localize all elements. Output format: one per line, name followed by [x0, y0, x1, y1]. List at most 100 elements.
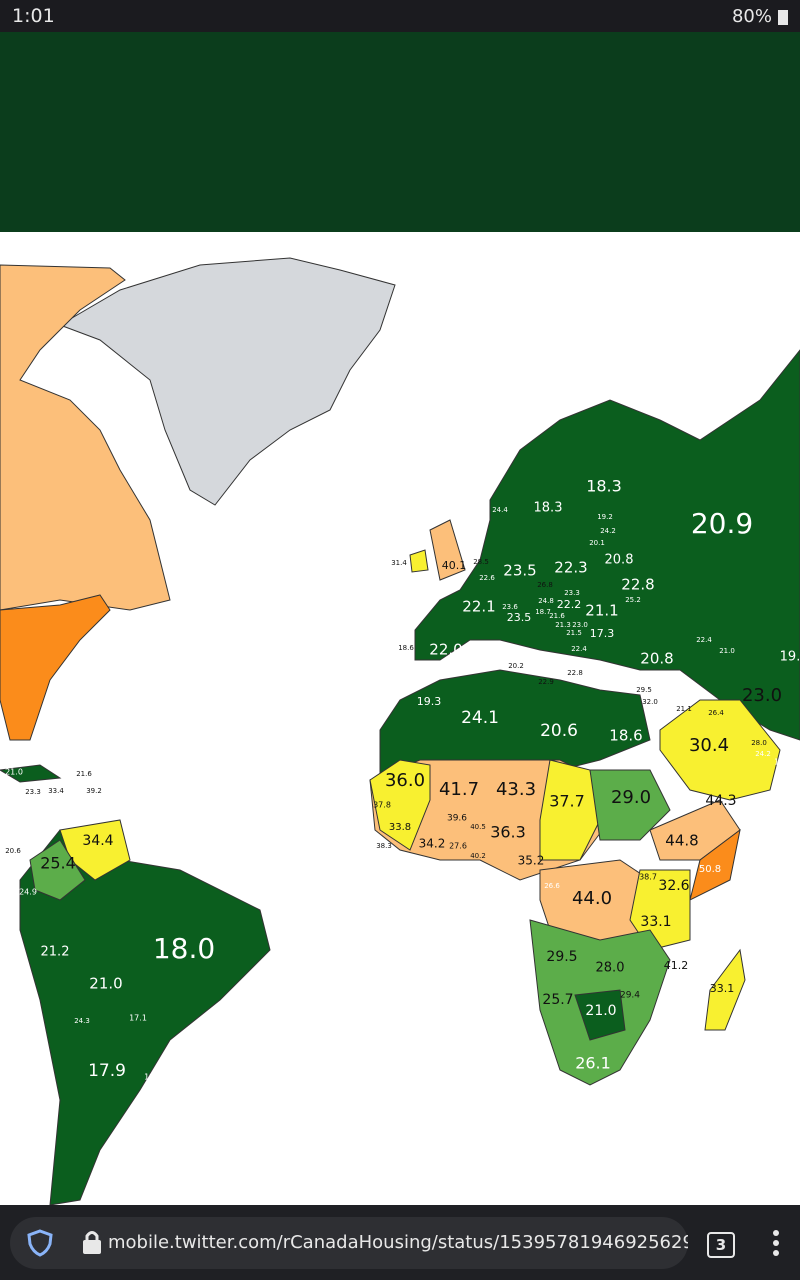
greenland [58, 257, 396, 506]
country-value: 21.0 [719, 647, 735, 655]
country-value: 31.4 [391, 559, 407, 567]
uk [429, 519, 466, 581]
country-value: 34.4 [82, 833, 113, 849]
country-value: 30.4 [689, 735, 729, 756]
country-value: 22.3 [554, 559, 587, 577]
country-value: 20.2 [508, 662, 524, 670]
country-value: 38.7 [639, 873, 657, 882]
browser-bar: mobile.twitter.com/rCanadaHousing/status… [0, 1205, 800, 1280]
country-value: 33.1 [640, 914, 671, 930]
sudan [589, 769, 671, 841]
east-africa [629, 869, 691, 951]
country-value: 17.1 [129, 1014, 147, 1023]
country-value: 19.3 [417, 695, 442, 708]
country-value: 17.3 [590, 627, 615, 640]
country-value: 26.4 [708, 709, 724, 717]
country-value: 23.3 [564, 589, 580, 597]
country-value: 44.3 [705, 793, 736, 809]
menu-button[interactable] [771, 1229, 781, 1259]
tab-count[interactable]: 3 [707, 1232, 735, 1258]
country-value: 22.0 [429, 641, 462, 659]
country-value: 36.3 [490, 823, 526, 842]
country-value: 18.6 [609, 727, 642, 745]
country-value: 29.5 [636, 686, 652, 694]
country-value: 33.4 [48, 787, 64, 795]
country-value: 23.5 [503, 562, 536, 580]
country-value: 28.0 [596, 961, 625, 976]
country-value: 23.0 [572, 621, 588, 629]
country-value: 21.6 [76, 770, 92, 778]
country-value: 22.1 [462, 598, 495, 616]
west-africa-yellow [369, 759, 431, 851]
country-value: 23.0 [742, 685, 782, 706]
country-value: 28.0 [751, 739, 767, 747]
country-value: 43.3 [496, 779, 536, 800]
country-value: 29.0 [611, 787, 651, 808]
country-value: 29.5 [546, 949, 577, 965]
address-bar[interactable] [10, 1217, 688, 1269]
country-value: 37.7 [549, 792, 585, 811]
country-value: 26.8 [537, 581, 553, 589]
country-value: 24.1 [461, 708, 499, 728]
country-value: 24.4 [492, 506, 508, 514]
country-value: 25.4 [40, 854, 76, 873]
status-bar: 1:01 80% [0, 0, 800, 32]
country-value: 17.9 [88, 1061, 126, 1081]
country-value: 20.9 [691, 507, 753, 540]
zimbabwe [574, 989, 626, 1041]
country-value: 27.6 [449, 842, 467, 851]
country-value: 18.6 [398, 644, 414, 652]
country-value: 22.8 [567, 669, 583, 677]
country-value: 22.4 [666, 686, 682, 694]
country-value: 35.2 [518, 854, 545, 868]
country-value: 20.6 [5, 847, 21, 855]
country-value: 37.8 [373, 801, 391, 810]
country-value: 24.3 [74, 1017, 90, 1025]
country-value: 22.2 [557, 598, 582, 611]
country-value: 20.8 [640, 650, 673, 668]
country-value: 26.6 [544, 882, 560, 890]
cuba [0, 764, 62, 783]
country-value: 21.0 [5, 768, 23, 777]
south-america [19, 829, 271, 1206]
country-value: 18.3 [534, 501, 563, 516]
country-value: 25.2 [625, 596, 641, 604]
country-value: 20.1 [589, 539, 605, 547]
country-value: 18.3 [586, 477, 622, 496]
country-value: 21.3 [555, 621, 571, 629]
country-value: 21.0 [89, 975, 122, 993]
country-value: 39.2 [86, 787, 102, 795]
usa [0, 594, 111, 741]
battery-level: 80% [731, 6, 772, 27]
country-value: 22.6 [479, 574, 495, 582]
country-value: 34.2 [419, 837, 446, 851]
country-value: 20.8 [605, 553, 634, 568]
country-value: 19.9 [144, 1073, 162, 1082]
ireland [409, 549, 429, 573]
url-text[interactable]: mobile.twitter.com/rCanadaHousing/status… [108, 1232, 688, 1253]
country-value: 40.5 [470, 823, 486, 831]
arabia [659, 699, 781, 801]
country-value: 21.1 [676, 705, 692, 713]
country-value: 21.0 [585, 1003, 616, 1019]
country-value: 44.8 [665, 832, 698, 850]
shield-icon[interactable] [25, 1228, 55, 1258]
somalia [689, 828, 741, 901]
country-value: 23.3 [25, 788, 41, 796]
country-value: 33.8 [389, 822, 411, 833]
country-value: 24.9 [19, 888, 37, 897]
country-value: 19.7 [774, 758, 792, 767]
country-value: 50.8 [699, 864, 721, 875]
country-value: 26.1 [575, 1054, 611, 1073]
country-value: 36.0 [385, 770, 425, 791]
country-value: 18.0 [153, 932, 215, 965]
page-header [0, 32, 800, 232]
country-value: 40.2 [470, 852, 486, 860]
eurasia [414, 349, 800, 741]
country-value: 24.8 [538, 597, 554, 605]
country-value: 41.2 [664, 959, 689, 972]
battery-icon [778, 10, 788, 25]
country-value: 20.6 [540, 721, 578, 741]
